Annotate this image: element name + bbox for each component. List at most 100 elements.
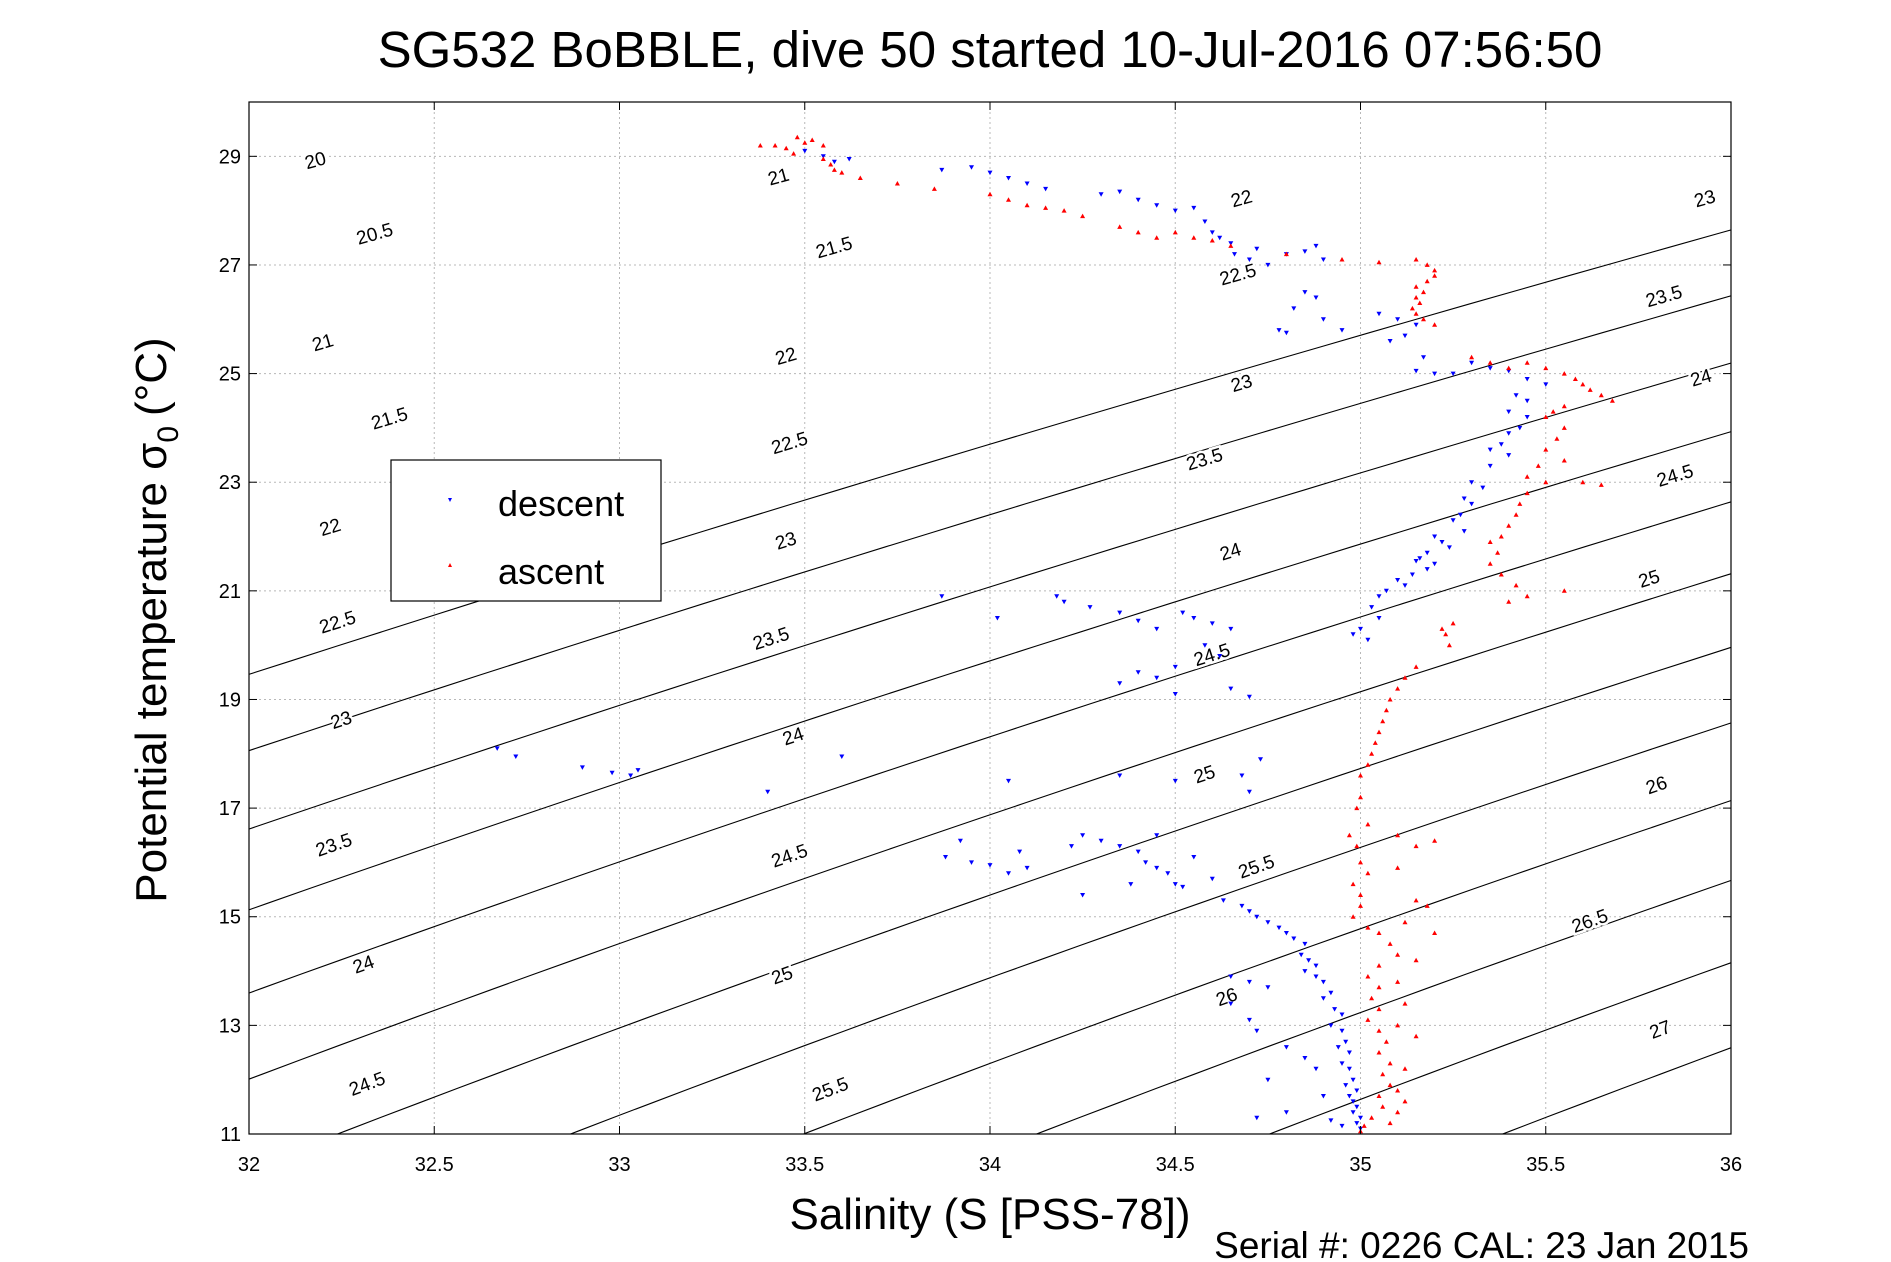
descent-point [1254, 246, 1260, 252]
y-tick-label: 11 [220, 1124, 241, 1146]
ascent-point [1609, 398, 1615, 403]
y-tick-label: 19 [219, 689, 241, 711]
descent-point [1080, 833, 1086, 838]
ascent-point [1413, 843, 1419, 849]
descent-point [987, 170, 993, 176]
ascent-point [1413, 295, 1419, 300]
descent-point [1154, 675, 1160, 681]
ascent-point [1395, 1109, 1401, 1115]
ascent-point [1339, 257, 1345, 262]
ascent-point [1535, 463, 1541, 468]
y-axis-label-main: Potential temperature [127, 482, 176, 903]
descent-point [1320, 979, 1326, 985]
descent-point [1135, 670, 1141, 675]
ascent-point [1358, 773, 1363, 778]
ascent-point [1413, 311, 1419, 316]
descent-point [1191, 205, 1197, 211]
descent-point [1480, 485, 1486, 491]
ascent-point [1380, 1104, 1386, 1109]
ascent-point [1376, 729, 1382, 735]
descent-point [1006, 871, 1011, 876]
x-axis-ticks: 32 32.5 33 33.5 34 34.5 35 35.5 36 [238, 102, 1742, 1176]
descent-point [802, 148, 808, 154]
descent-point [1117, 681, 1123, 686]
legend: descent ascent [390, 459, 662, 602]
y-tick-label: 15 [219, 907, 241, 929]
descent-point [1350, 1099, 1356, 1104]
ascent-point [1376, 984, 1382, 990]
descent-point [1302, 249, 1308, 254]
descent-point [1302, 290, 1308, 295]
descent-point [1202, 219, 1208, 224]
descent-point [1358, 1115, 1363, 1121]
descent-point [1487, 366, 1493, 371]
descent-point [1369, 605, 1375, 610]
ascent-point [1354, 805, 1360, 811]
descent-point [1254, 1028, 1260, 1034]
ascent-point [1402, 919, 1408, 925]
ascent-point [1369, 751, 1375, 756]
descent-point [1172, 778, 1178, 784]
ascent-point [1561, 458, 1567, 463]
descent-point [1265, 262, 1271, 268]
descent-point [1424, 567, 1430, 572]
descent-point [513, 754, 519, 759]
descent-point [1254, 914, 1260, 920]
ascent-point [1587, 387, 1593, 392]
ascent-point [1432, 930, 1438, 935]
descent-point [1228, 974, 1234, 979]
descent-point [1265, 985, 1271, 990]
ascent-point [1402, 675, 1408, 680]
descent-point [1346, 1094, 1352, 1099]
ascent-point [1369, 995, 1375, 1001]
descent-point [1265, 1077, 1271, 1083]
ascent-point [1402, 1098, 1408, 1104]
descent-point [1006, 176, 1011, 181]
descent-point [1524, 398, 1530, 404]
descent-point [1424, 550, 1430, 556]
ascent-point [1413, 257, 1419, 262]
ascent-point [1543, 414, 1549, 419]
ascent-point [1513, 512, 1519, 517]
ascent-point [831, 167, 837, 172]
ascent-point [1598, 482, 1604, 487]
descent-point [1202, 643, 1208, 648]
legend-descent-label: descent [498, 483, 624, 524]
descent-point [1154, 865, 1160, 871]
descent-point [628, 773, 634, 778]
ascent-point [1376, 1028, 1382, 1033]
x-tick-label: 35.5 [1526, 1154, 1565, 1176]
ascent-point [1513, 582, 1519, 588]
descent-point [987, 863, 993, 868]
descent-point [1402, 583, 1408, 588]
ascent-point [1443, 631, 1449, 637]
x-tick-label: 36 [1720, 1154, 1742, 1176]
ascent-point [802, 140, 808, 145]
ascent-point [1387, 941, 1393, 946]
ascent-point [1561, 371, 1567, 376]
ascent-point [1376, 259, 1382, 265]
descent-point [969, 165, 974, 170]
descent-point [1191, 616, 1197, 621]
descent-point [1172, 664, 1178, 670]
ascent-point [1421, 316, 1426, 322]
descent-point [1172, 882, 1178, 887]
descent-point [1313, 963, 1319, 969]
descent-point [1524, 377, 1530, 382]
ascent-point [1380, 1071, 1386, 1077]
density-contour-line [249, 501, 1731, 994]
descent-point [1387, 339, 1393, 344]
descent-point [1232, 252, 1237, 257]
descent-point [1395, 317, 1401, 322]
descent-point [1165, 871, 1171, 876]
ascent-point [1365, 821, 1371, 827]
ascent-point [1524, 474, 1530, 479]
ascent-point [794, 134, 800, 140]
descent-point [939, 594, 945, 599]
density-contour-line [249, 362, 1731, 830]
ascent-point [1417, 300, 1423, 305]
descent-point [1209, 876, 1215, 882]
ascent-point [1402, 1001, 1408, 1006]
descent-point [1450, 518, 1456, 523]
y-tick-label: 13 [219, 1015, 241, 1037]
